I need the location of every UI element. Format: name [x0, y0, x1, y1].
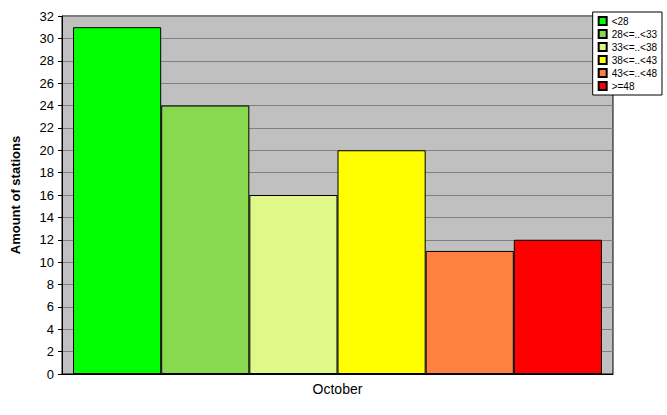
svg-text:October: October — [313, 381, 363, 397]
svg-text:26: 26 — [40, 76, 54, 91]
svg-text:20: 20 — [40, 143, 54, 158]
svg-text:33<=..<38: 33<=..<38 — [612, 42, 658, 53]
svg-text:2: 2 — [47, 344, 54, 359]
svg-text:10: 10 — [40, 255, 54, 270]
svg-text:>=48: >=48 — [612, 81, 635, 92]
svg-text:16: 16 — [40, 188, 54, 203]
svg-text:Amount of stations: Amount of stations — [8, 136, 23, 254]
svg-text:18: 18 — [40, 165, 54, 180]
svg-text:<28: <28 — [612, 16, 629, 27]
svg-text:8: 8 — [47, 277, 54, 292]
svg-text:28<=..<33: 28<=..<33 — [612, 29, 658, 40]
svg-text:30: 30 — [40, 31, 54, 46]
svg-text:32: 32 — [40, 9, 54, 24]
svg-text:24: 24 — [40, 98, 54, 113]
svg-text:14: 14 — [40, 210, 54, 225]
svg-text:0: 0 — [47, 367, 54, 382]
svg-text:12: 12 — [40, 232, 54, 247]
svg-text:38<=..<43: 38<=..<43 — [612, 55, 658, 66]
svg-text:4: 4 — [47, 322, 54, 337]
svg-text:28: 28 — [40, 53, 54, 68]
svg-text:43<=..<48: 43<=..<48 — [612, 68, 658, 79]
svg-text:6: 6 — [47, 299, 54, 314]
svg-text:22: 22 — [40, 120, 54, 135]
